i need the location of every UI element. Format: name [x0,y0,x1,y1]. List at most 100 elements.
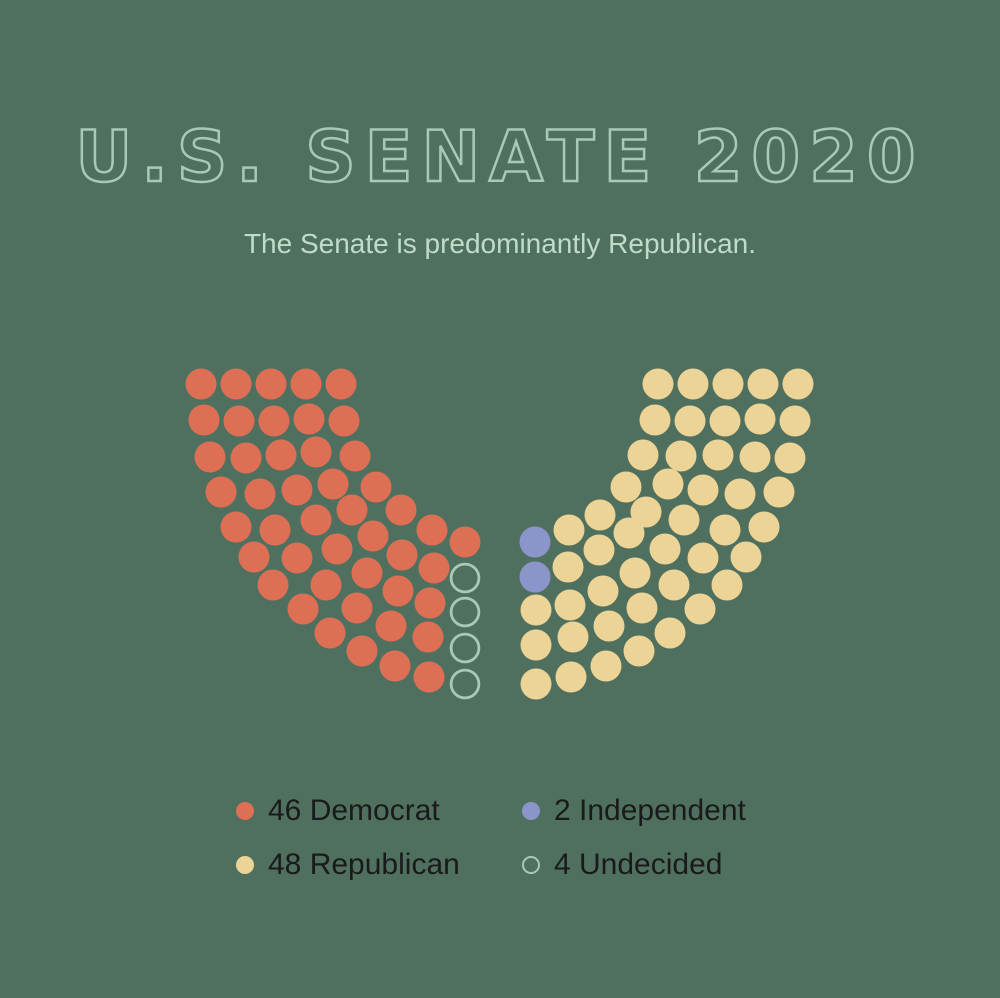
seat-democrat-20 [360,471,392,503]
seat-republican-1 [642,368,674,400]
seat-democrat-36 [418,552,450,584]
seat-republican-24 [668,504,700,536]
seat-democrat-22 [259,514,291,546]
seat-republican-17 [652,468,684,500]
seat-democrat-5 [325,368,357,400]
seat-democrat-19 [317,468,349,500]
chart-title: U.S. SENATE 2020 [74,115,925,200]
seat-republican-21 [553,514,585,546]
seat-republican-18 [687,474,719,506]
legend-label-independent: 2 Independent [554,794,746,827]
seat-democrat-33 [310,569,342,601]
seat-republican-30 [649,533,681,565]
seat-republican-43 [684,593,716,625]
seat-republican-26 [748,511,780,543]
seat-undecided-2 [449,596,481,628]
seat-democrat-2 [220,368,252,400]
legend-item-independent: 2 Independent [522,791,746,831]
seat-democrat-45 [379,650,411,682]
seat-democrat-9 [293,403,325,435]
seat-republican-38 [711,569,743,601]
seat-democrat-34 [351,557,383,589]
chart-subtitle: The Senate is predominantly Republican. [243,228,757,259]
seat-democrat-44 [346,635,378,667]
seat-republican-7 [674,405,706,437]
seat-republican-39 [520,629,552,661]
seat-republican-34 [554,589,586,621]
seat-republican-29 [613,517,645,549]
legend-label-undecided: 4 Undecided [554,848,723,881]
seat-republican-37 [658,569,690,601]
legend-swatch-republican [236,856,254,874]
seat-republican-2 [677,368,709,400]
seat-democrat-13 [265,439,297,471]
seat-democrat-6 [188,404,220,436]
seat-democrat-18 [281,474,313,506]
seat-undecided-3 [449,632,481,664]
seat-independent-2 [519,561,551,593]
seat-republican-36 [619,557,651,589]
legend-item-undecided: 4 Undecided [522,845,722,885]
seat-republican-46 [590,650,622,682]
seat-republican-20 [763,476,795,508]
seat-democrat-42 [375,610,407,642]
seat-democrat-46 [413,661,445,693]
seat-republican-9 [744,403,776,435]
seat-democrat-35 [386,539,418,571]
seat-democrat-3 [255,368,287,400]
seat-democrat-41 [314,617,346,649]
seat-democrat-38 [341,592,373,624]
seat-democrat-16 [205,476,237,508]
seat-republican-40 [557,621,589,653]
seat-republican-23 [630,496,662,528]
legend-label-democrat: 46 Democrat [268,794,440,827]
seat-republican-4 [747,368,779,400]
seat-republican-47 [623,635,655,667]
seat-republican-25 [709,514,741,546]
seat-republican-32 [730,541,762,573]
seat-democrat-37 [287,593,319,625]
legend-swatch-independent [522,802,540,820]
seat-democrat-11 [194,441,226,473]
seat-democrat-26 [238,541,270,573]
seat-democrat-31 [449,526,481,558]
seat-republican-13 [702,439,734,471]
legend-swatch-undecided [522,856,540,874]
legend-swatch-democrat [236,802,254,820]
seat-republican-28 [583,534,615,566]
seat-democrat-25 [385,494,417,526]
seat-democrat-43 [412,621,444,653]
seat-undecided-1 [449,562,481,594]
seat-democrat-17 [244,478,276,510]
seat-republican-3 [712,368,744,400]
seat-republican-12 [665,440,697,472]
seat-republican-48 [654,617,686,649]
seat-undecided-4 [449,668,481,700]
seat-democrat-30 [416,514,448,546]
seat-republican-27 [552,551,584,583]
seat-republican-6 [639,404,671,436]
seat-democrat-12 [230,442,262,474]
seat-democrat-1 [185,368,217,400]
seat-democrat-10 [328,405,360,437]
seat-republican-16 [610,471,642,503]
seat-republican-45 [555,661,587,693]
seat-democrat-23 [300,504,332,536]
seat-republican-22 [584,499,616,531]
seat-republican-5 [782,368,814,400]
seat-republican-19 [724,478,756,510]
seat-democrat-14 [300,436,332,468]
seat-democrat-29 [357,520,389,552]
seat-republican-31 [687,542,719,574]
seat-democrat-24 [336,494,368,526]
seat-republican-8 [709,405,741,437]
seat-democrat-39 [382,575,414,607]
seat-democrat-28 [321,533,353,565]
seat-republican-33 [520,594,552,626]
seat-democrat-8 [258,405,290,437]
seat-democrat-7 [223,405,255,437]
legend-item-republican: 48 Republican [236,845,460,885]
seat-democrat-21 [220,511,252,543]
